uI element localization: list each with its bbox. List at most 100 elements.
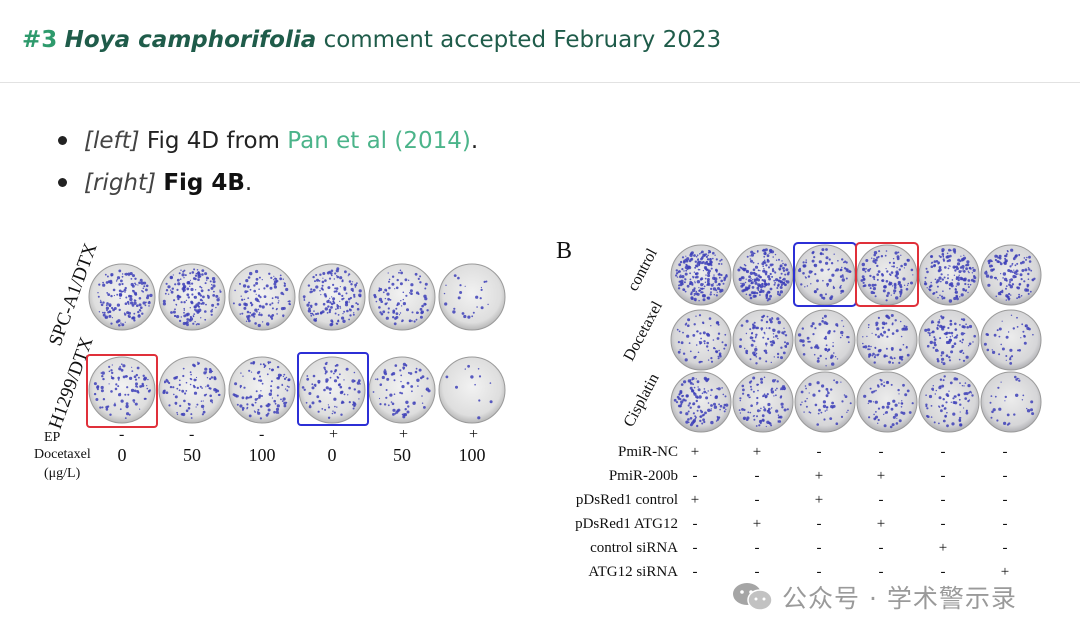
colony-dish [980,244,1042,306]
note-left: [left] Fig 4D from Pan et al (2014). [57,120,478,162]
condition-value: + [939,540,947,556]
condition-label: PmiR-200b [609,468,678,484]
condition-value: - [693,516,698,532]
condition-value: - [755,492,760,508]
colony-dish [980,371,1042,433]
docetaxel-label: Docetaxel [34,447,91,462]
colony-dish [158,263,226,331]
condition-label: pDsRed1 control [576,492,678,508]
panel-label-b: B [556,238,572,264]
unit-label: (μg/L) [44,466,81,481]
condition-value: - [879,444,884,460]
colony-dish [856,244,918,306]
highlight-blue-box [297,352,369,426]
figure-left: SPC-A1/DTX H1299/DTX EP Docetaxel (μg/L)… [34,240,506,481]
ep-value: + [399,426,408,443]
colony-dish [918,371,980,433]
condition-value: - [755,468,760,484]
wechat-icon [733,583,773,611]
condition-value: - [1003,492,1008,508]
row-label-control: control [625,245,662,293]
colony-dish [438,356,506,424]
condition-value: - [879,492,884,508]
condition-value: - [1003,516,1008,532]
figure-right: B control Docetaxel Cisplatin PmiR-NC + + -… [556,238,1042,580]
condition-value: + [815,468,823,484]
condition-value: - [941,492,946,508]
condition-value: - [693,564,698,580]
condition-value: - [693,540,698,556]
colony-dish [88,356,156,424]
colony-dish [228,263,296,331]
ep-value: + [329,426,338,443]
condition-value: - [817,444,822,460]
colony-dish [794,309,856,371]
comment-title: #3 Hoya camphorifolia comment accepted F… [22,27,721,53]
docetaxel-value: 50 [393,445,411,465]
citation-link[interactable]: Pan et al (2014) [287,128,471,154]
condition-value: - [1003,468,1008,484]
docetaxel-value: 100 [249,445,276,465]
ep-value: - [259,426,264,443]
ep-value: - [189,426,194,443]
condition-value: - [879,540,884,556]
condition-value: + [753,516,761,532]
condition-value: + [691,444,699,460]
colony-dish [368,356,436,424]
condition-value: + [1001,564,1009,580]
comment-header: #3 Hoya camphorifolia comment accepted F… [0,0,1080,83]
species-name: Hoya camphorifolia [64,27,317,53]
colony-dish [670,244,732,306]
condition-value: - [1003,444,1008,460]
colony-dish [228,356,296,424]
ep-value: + [469,426,478,443]
condition-value: - [941,516,946,532]
watermark: 公众号 · 学术警示录 [732,580,1017,614]
colony-dish [158,356,226,424]
colony-dish [980,309,1042,371]
docetaxel-value: 0 [118,445,127,465]
comment-number: #3 [22,27,58,53]
colony-dish [794,371,856,433]
colony-dish [732,244,794,306]
docetaxel-value: 0 [328,445,337,465]
colony-dish [732,371,794,433]
row-label-docetaxel: Docetaxel [621,298,667,364]
condition-value: + [877,468,885,484]
colony-dish [368,263,436,331]
colony-dish [918,244,980,306]
note-right: [right] Fig 4B. [57,162,478,204]
condition-value: - [941,468,946,484]
colony-dish [438,263,506,331]
condition-label: pDsRed1 ATG12 [575,516,678,532]
condition-value: + [691,492,699,508]
colony-dish [918,309,980,371]
condition-value: - [755,564,760,580]
condition-value: - [693,468,698,484]
condition-value: - [817,564,822,580]
condition-value: - [941,444,946,460]
highlight-red-box [86,354,158,428]
condition-value: + [877,516,885,532]
condition-value: - [817,540,822,556]
highlight-red-box-right [855,242,919,307]
condition-value: - [1003,540,1008,556]
figure-notes: [left] Fig 4D from Pan et al (2014). [ri… [57,120,478,204]
condition-value: + [815,492,823,508]
colony-dish [670,309,732,371]
colony-dish [856,371,918,433]
colony-dish [88,263,156,331]
condition-value: - [941,564,946,580]
colony-dish [298,356,366,424]
condition-label: ATG12 siRNA [588,564,678,580]
colony-dish [794,244,856,306]
watermark-text: 公众号 · 学术警示录 [782,584,1017,613]
colony-dish [732,309,794,371]
condition-label: control siRNA [590,540,678,556]
row-label-cisplatin: Cisplatin [621,371,663,430]
docetaxel-value: 100 [459,445,486,465]
ep-value: - [119,426,124,443]
condition-value: + [753,444,761,460]
docetaxel-value: 50 [183,445,201,465]
condition-label: PmiR-NC [618,444,678,460]
